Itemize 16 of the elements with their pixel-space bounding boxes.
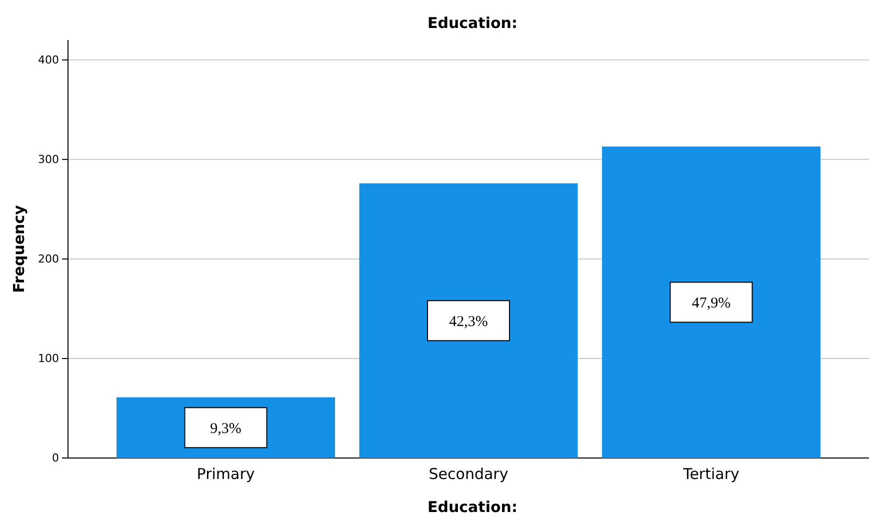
x-tick-label: Primary (196, 465, 255, 483)
bar (359, 183, 578, 458)
y-tick-label: 300 (38, 152, 59, 166)
y-tick-label: 0 (52, 452, 59, 465)
chart-title: Education: (428, 14, 518, 32)
y-tick-label: 200 (38, 252, 59, 266)
y-tick-label: 100 (38, 352, 59, 365)
annotation: 47,9% (692, 295, 731, 312)
x-tick-label: Secondary (428, 465, 508, 483)
x-axis-title: Education: (428, 498, 518, 516)
y-axis-title: Frequency (10, 204, 28, 293)
y-tick-label: 400 (38, 53, 59, 66)
annotation: 9,3% (210, 420, 242, 437)
x-tick-label: Tertiary (682, 465, 740, 483)
bar (602, 146, 820, 458)
annotation: 42,3% (449, 314, 488, 330)
